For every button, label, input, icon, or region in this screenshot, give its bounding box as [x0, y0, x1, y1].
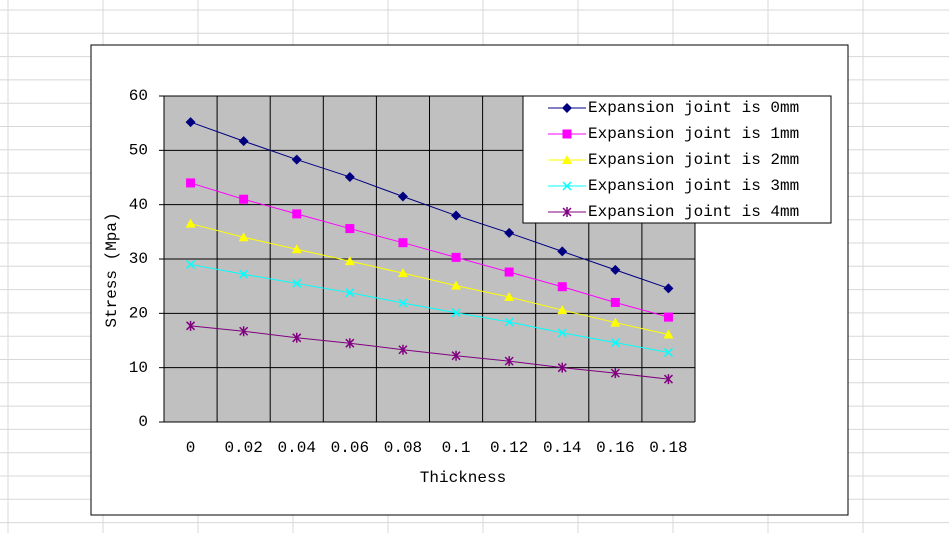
marker [239, 326, 249, 337]
plot: 0 10 20 30 40 50 60 0 0.02 0.04 0.06 0.08 0.1 0.12 0.1… [129, 87, 696, 457]
marker [345, 288, 355, 298]
x-tick-label: 0.08 [384, 439, 422, 457]
marker [663, 312, 673, 322]
series [185, 218, 674, 339]
x-axis-label: Thickness [420, 469, 506, 487]
marker [562, 181, 572, 191]
marker [663, 329, 674, 339]
marker [238, 232, 249, 242]
marker [345, 224, 355, 234]
marker [186, 259, 196, 269]
marker [185, 218, 196, 228]
marker [186, 178, 196, 188]
x-tick-label: 0.1 [442, 439, 471, 457]
y-tick-label: 20 [129, 305, 148, 323]
marker [239, 269, 249, 279]
marker [557, 328, 567, 338]
series-line [190, 182, 669, 318]
marker [397, 268, 408, 278]
legend-entries: Expansion joint is 0mm Expansion joint is… [548, 99, 799, 221]
marker [663, 283, 674, 294]
marker [504, 267, 514, 277]
x-tick-label: 0.02 [224, 439, 262, 457]
marker [291, 154, 302, 165]
marker [345, 338, 355, 349]
marker [610, 338, 620, 348]
y-tick-label: 30 [129, 250, 148, 268]
marker [504, 227, 515, 238]
marker [504, 292, 515, 302]
marker [562, 207, 572, 217]
series-line [190, 121, 669, 289]
marker [663, 374, 673, 385]
x-tick-label: 0.14 [543, 439, 581, 457]
marker [504, 317, 514, 327]
legend-label: Expansion joint is 1mm [588, 125, 799, 143]
x-tick-label: 0.12 [490, 439, 528, 457]
marker [557, 282, 567, 292]
marker [292, 278, 302, 288]
marker [610, 297, 620, 307]
x-tick-label: 0.06 [331, 439, 369, 457]
marker [398, 298, 408, 308]
y-tick-label: 50 [129, 142, 148, 160]
marker [451, 252, 461, 262]
marker [398, 238, 408, 248]
legend-label: Expansion joint is 4mm [588, 203, 799, 221]
legend-label: Expansion joint is 2mm [588, 151, 799, 169]
series-line [190, 223, 669, 336]
x-tick-label: 0 [186, 439, 196, 457]
marker [504, 356, 514, 367]
marker [663, 347, 673, 357]
series [186, 178, 673, 322]
marker [562, 155, 572, 164]
y-tick-label: 10 [129, 359, 148, 377]
marker [239, 194, 249, 204]
x-tick-label: 0.18 [649, 439, 687, 457]
series [186, 259, 673, 357]
x-tick-label: 0.04 [278, 439, 316, 457]
marker [291, 244, 302, 254]
marker [562, 103, 572, 113]
legend-label: Expansion joint is 0mm [588, 99, 799, 117]
marker [451, 308, 461, 318]
x-tick-label: 0.16 [596, 439, 634, 457]
marker [292, 209, 302, 219]
marker [238, 136, 249, 147]
y-tick-label: 40 [129, 196, 148, 214]
marker [185, 117, 196, 128]
y-axis-label: Stress (Mpa) [103, 212, 121, 327]
y-tick-label: 60 [129, 87, 148, 105]
series [185, 117, 674, 294]
series [186, 320, 673, 385]
y-tick-label: 0 [138, 413, 148, 431]
marker [451, 280, 462, 290]
series-line [190, 325, 669, 380]
marker [344, 256, 355, 266]
marker [397, 191, 408, 202]
marker [610, 264, 621, 275]
marker [557, 246, 568, 257]
series-line [190, 263, 669, 353]
marker [451, 350, 461, 361]
marker [292, 332, 302, 343]
legend-label: Expansion joint is 3mm [588, 177, 799, 195]
marker [344, 171, 355, 182]
marker [398, 344, 408, 355]
marker [557, 362, 567, 373]
marker [562, 129, 572, 139]
marker [557, 305, 568, 315]
marker [610, 368, 620, 379]
marker [451, 210, 462, 221]
marker [186, 320, 196, 331]
marker [610, 317, 621, 327]
